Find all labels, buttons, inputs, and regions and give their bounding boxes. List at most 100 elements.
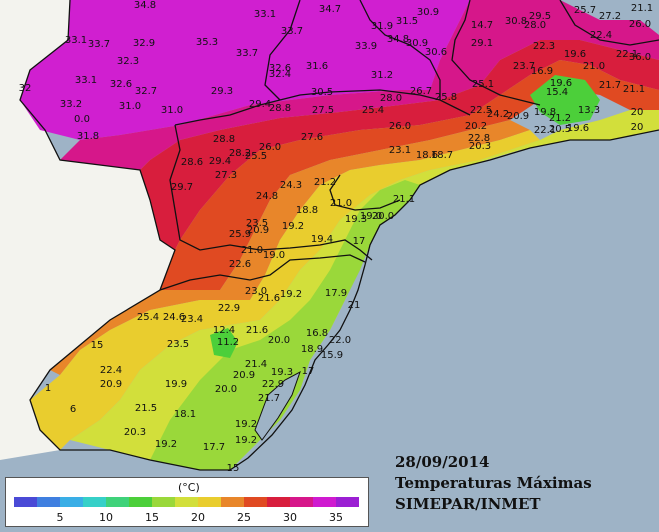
- coastline: [229, 129, 659, 471]
- legend-swatch: [106, 497, 129, 507]
- station-value: 28.8: [269, 103, 291, 114]
- station-value: 33.1: [254, 9, 276, 20]
- station-value: 22.3: [533, 41, 555, 52]
- legend-swatch: [221, 497, 244, 507]
- station-value: 33.9: [355, 41, 377, 52]
- station-value: 31.0: [161, 105, 183, 116]
- legend-swatch: [313, 497, 336, 507]
- station-value: 19.3: [271, 367, 293, 378]
- station-value: 19.2: [155, 439, 177, 450]
- legend-swatch: [336, 497, 359, 507]
- station-value: 21.1: [631, 3, 653, 14]
- station-value: 25.9: [229, 229, 251, 240]
- station-value: 19.8: [534, 107, 556, 118]
- station-value: 19.4: [311, 234, 333, 245]
- station-value: 31.0: [119, 101, 141, 112]
- station-value: 21.5: [135, 403, 157, 414]
- station-value: 32.7: [135, 86, 157, 97]
- legend-swatch: [290, 497, 313, 507]
- band-12-cold-spot: [210, 328, 238, 358]
- station-value: 25.4: [137, 312, 159, 323]
- station-value: 23.7: [513, 61, 535, 72]
- station-value: 22.5: [470, 105, 492, 116]
- station-value: 31.8: [77, 131, 99, 142]
- station-value: 26.7: [410, 86, 432, 97]
- station-value: 28.6: [181, 157, 203, 168]
- station-value: 31.9: [371, 21, 393, 32]
- map-info-block: 28/09/2014 Temperaturas Máximas SIMEPAR/…: [395, 452, 592, 515]
- station-value: 21.7: [599, 80, 621, 91]
- station-value: 21.0: [241, 245, 263, 256]
- station-value: 25.4: [362, 105, 384, 116]
- band-15-coast-n: [530, 75, 600, 125]
- station-value: 19.0: [263, 250, 285, 261]
- map-source: SIMEPAR/INMET: [395, 495, 541, 513]
- station-value: 31.6: [306, 61, 328, 72]
- station-value: 19.0: [360, 211, 382, 222]
- color-legend: (°C) 5 10 15 20 25 30 35: [5, 477, 369, 527]
- map-title: Temperaturas Máximas: [395, 474, 592, 492]
- station-value: 20.5: [549, 124, 571, 135]
- legend-tick: 5: [56, 511, 64, 524]
- station-value: 21.0: [583, 61, 605, 72]
- station-value: 30.9: [406, 38, 428, 49]
- band-30: [60, 0, 659, 170]
- station-value: 17: [353, 236, 366, 247]
- station-value: 32.9: [133, 38, 155, 49]
- band-18: [150, 180, 420, 470]
- station-value: 19.2: [235, 435, 257, 446]
- legend-swatch: [198, 497, 221, 507]
- legend-unit: (°C): [178, 481, 200, 494]
- station-value: 29.3: [211, 86, 233, 97]
- station-value: 24.8: [256, 191, 278, 202]
- station-value: 11.2: [217, 337, 239, 348]
- station-value: 35.3: [196, 37, 218, 48]
- station-value: 32.4: [269, 69, 291, 80]
- station-value: 20: [631, 122, 644, 133]
- station-value: 16.8: [306, 328, 328, 339]
- station-value: 28.0: [524, 20, 546, 31]
- station-value: 29.7: [171, 182, 193, 193]
- neighbor-land: [0, 0, 175, 460]
- station-value: 34.7: [319, 4, 341, 15]
- map-date: 28/09/2014: [395, 453, 490, 471]
- atlantic-ocean: [225, 130, 659, 532]
- lagoa-dos-patos: [255, 372, 300, 440]
- legend-tick: 35: [329, 511, 343, 524]
- legend-swatch: [175, 497, 198, 507]
- station-value: 19.9: [165, 379, 187, 390]
- station-value: 30.5: [311, 87, 333, 98]
- station-value: 17.7: [203, 442, 225, 453]
- station-value: 27.6: [301, 132, 323, 143]
- station-value: 14.7: [471, 20, 493, 31]
- station-value: 21.7: [258, 393, 280, 404]
- station-value: 21.0: [330, 198, 352, 209]
- station-value: 19.6: [567, 123, 589, 134]
- station-value: 19.2: [282, 221, 304, 232]
- station-value: 27.3: [215, 170, 237, 181]
- legend-color-bar: [14, 497, 359, 507]
- station-value: 16.9: [531, 66, 553, 77]
- station-value: 29.4: [209, 156, 231, 167]
- station-value: 28.2: [229, 148, 251, 159]
- station-value: 25.7: [574, 5, 596, 16]
- station-value: 21.2: [314, 177, 336, 188]
- station-value: 21.1: [623, 84, 645, 95]
- station-value: 15.9: [321, 350, 343, 361]
- station-value: 22.4: [590, 30, 612, 41]
- band-28: [140, 40, 659, 250]
- station-value: 19.2: [235, 419, 257, 430]
- station-value: 34.8: [134, 0, 156, 11]
- station-value: 21.4: [245, 359, 267, 370]
- station-value: 25.5: [245, 151, 267, 162]
- station-value: 21.2: [549, 113, 571, 124]
- station-value: 23.4: [181, 314, 203, 325]
- station-value: 12.4: [213, 325, 235, 336]
- legend-swatch: [152, 497, 175, 507]
- station-value: 20.3: [124, 427, 146, 438]
- station-value: 18.7: [431, 150, 453, 161]
- station-value: 22.0: [329, 335, 351, 346]
- station-value: 6: [70, 404, 76, 415]
- station-value: 20.9: [233, 370, 255, 381]
- station-value: 23.0: [245, 286, 267, 297]
